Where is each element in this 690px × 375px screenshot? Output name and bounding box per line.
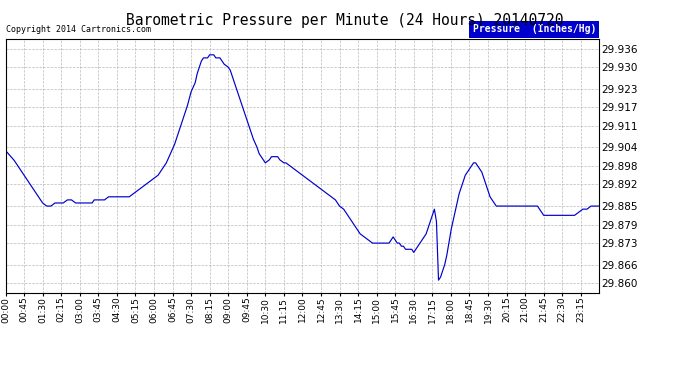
Text: Pressure  (Inches/Hg): Pressure (Inches/Hg) [473,24,596,34]
Text: Barometric Pressure per Minute (24 Hours) 20140720: Barometric Pressure per Minute (24 Hours… [126,13,564,28]
Text: Copyright 2014 Cartronics.com: Copyright 2014 Cartronics.com [6,26,150,34]
